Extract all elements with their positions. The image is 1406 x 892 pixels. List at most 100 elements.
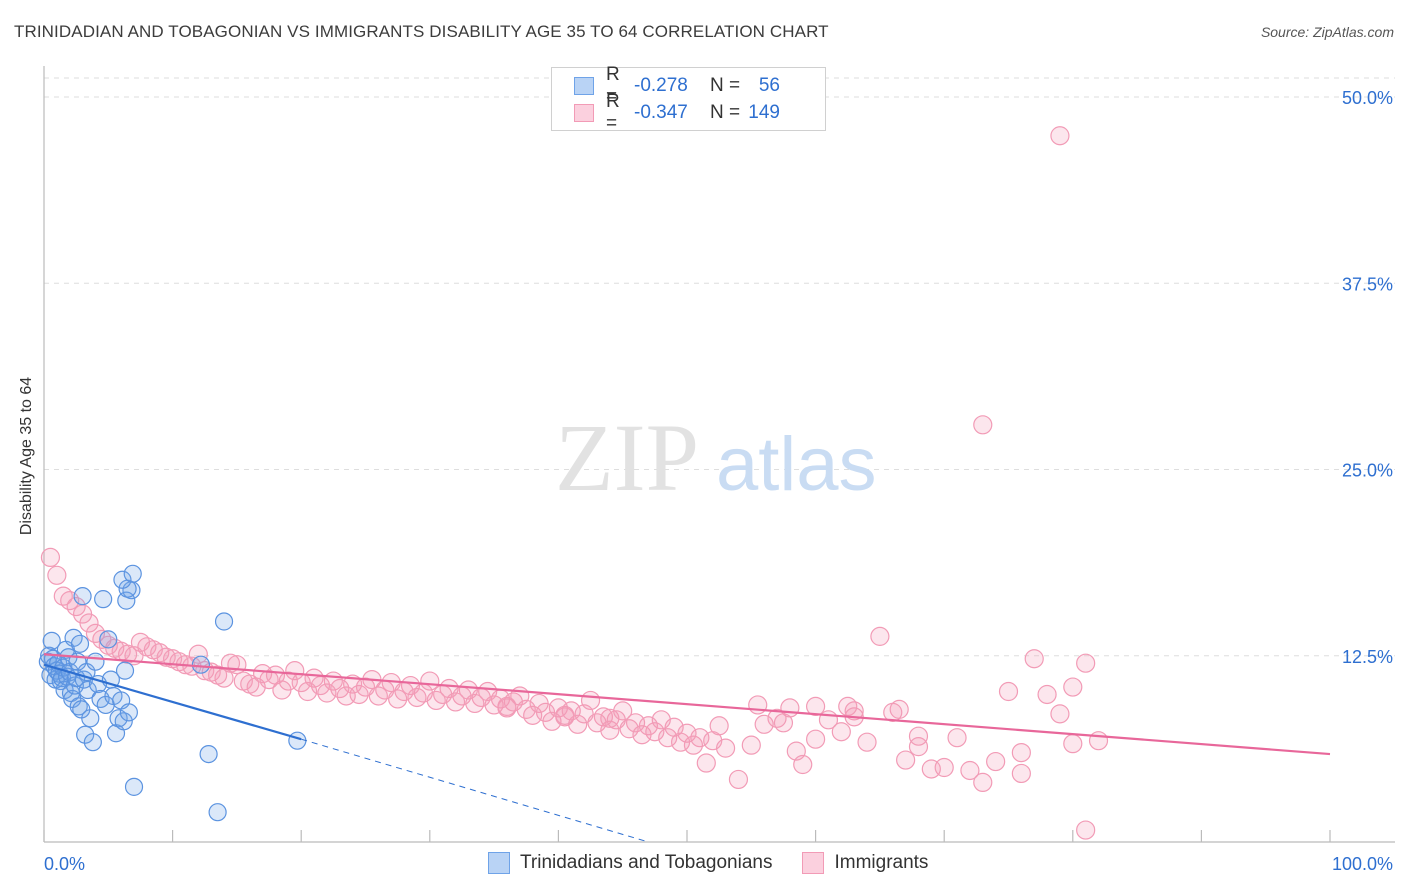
trendlines (43, 653, 1331, 843)
immigrants-point-131 (1063, 734, 1083, 754)
immigrants-point-144 (908, 726, 929, 746)
immigrants-point-18 (156, 647, 176, 667)
x-tick-label-1: 100.0% (1332, 854, 1393, 874)
legend-swatch-pink (802, 852, 825, 874)
legend-r-value: -0.347 (634, 102, 688, 123)
immigrants-point-127 (1011, 763, 1031, 784)
immigrants-point-121 (934, 757, 954, 778)
y-tick-label-1: 25.0% (1342, 461, 1393, 481)
legend-label-trinidadian: Trinidadians and Tobagonians (520, 852, 773, 873)
legend-row-trinidadian: R = -0.278 N = 56 (574, 64, 780, 107)
legend-item-trinidadian: Trinidadians and Tobagonians (488, 852, 772, 874)
legend-n-label: N = (710, 102, 741, 123)
immigrants-point-100 (683, 735, 704, 755)
legend-row-immigrants: R = -0.347 N = 149 (574, 91, 780, 134)
immigrants-point-54 (388, 689, 408, 709)
trinidadian-point-3 (42, 631, 61, 650)
immigrants-point-48 (349, 684, 369, 705)
trinidadian-point-53 (199, 744, 218, 764)
y-tick-label-0: 12.5% (1342, 647, 1393, 667)
immigrants-point-133 (1088, 731, 1109, 751)
legend-r-label: R = (606, 64, 620, 107)
immigrants-point-113 (831, 722, 851, 742)
trinidadian-point-56 (214, 612, 234, 631)
legend-n-value: 149 (748, 102, 780, 123)
watermark: ZIP atlas (555, 404, 877, 511)
immigrants-point-118 (896, 750, 916, 770)
immigrants-point-150 (497, 696, 517, 717)
immigrants-point-123 (960, 760, 980, 781)
stats-legend: R = -0.278 N = 56 R = -0.347 N = 149 (551, 64, 826, 134)
immigrants-point-137 (889, 699, 909, 719)
immigrants-point-115 (857, 732, 877, 752)
trinidadian-point-37 (94, 590, 113, 609)
trinidadian-point-32 (81, 709, 100, 728)
immigrants-point-12 (117, 644, 138, 664)
immigrants-point-111 (805, 729, 826, 749)
immigrants-point-116 (870, 626, 890, 646)
immigrants-point-146 (555, 705, 575, 725)
y-tick-label-2: 37.5% (1342, 274, 1393, 294)
legend-swatch-blue (488, 852, 510, 874)
immigrants-point-45 (330, 678, 350, 699)
immigrants-point-106 (741, 735, 761, 755)
trinidadian-point-39 (99, 630, 118, 649)
trinidadian-point-58 (123, 564, 142, 583)
trinidadian-point-33 (83, 733, 102, 752)
watermark-atlas: atlas (716, 422, 877, 507)
immigrants-point-29 (227, 655, 247, 675)
series-legend: Trinidadians and Tobagonians Immigrants (488, 852, 958, 874)
immigrants-point-145 (1011, 742, 1031, 763)
immigrants-point-132 (1076, 653, 1096, 673)
trinidadian-point-24 (69, 697, 88, 716)
immigrants-point-102 (696, 753, 716, 773)
legend-item-immigrants: Immigrants (802, 852, 928, 874)
immigrants-point-43 (317, 683, 337, 703)
chart-title: TRINIDADIAN AND TOBAGONIAN VS IMMIGRANTS… (14, 22, 829, 41)
watermark-zip: ZIP (555, 404, 699, 511)
immigrants-point-125 (986, 751, 1006, 772)
immigrants-point-128 (1024, 649, 1044, 669)
immigrants-point-141 (1076, 820, 1096, 840)
legend-swatch-pink (574, 104, 594, 122)
trinidadian-point-19 (63, 689, 82, 709)
trinidadian-point-54 (208, 803, 227, 822)
x-tick-label-0: 0.0% (44, 854, 85, 874)
trinidadian-points (38, 564, 307, 822)
trinidadian-point-49 (124, 777, 144, 796)
immigrants-point-136 (838, 696, 858, 717)
legend-n-value: 56 (758, 75, 780, 96)
immigrants-point-147 (600, 708, 620, 728)
legend-swatch-blue (574, 77, 594, 95)
immigrants-point-124 (973, 772, 993, 793)
tick-labels: 12.5% 25.0% 37.5% 50.0% 0.0% 100.0% (44, 88, 1393, 874)
immigrants-point-119 (908, 737, 929, 757)
immigrants-point-126 (998, 681, 1019, 702)
trinidadian-point-27 (73, 587, 92, 606)
legend-r-label: R = (606, 91, 620, 134)
trinidadian-point-43 (109, 709, 128, 728)
trinidadian-point-47 (119, 703, 138, 722)
immigrants-point-6 (79, 613, 99, 633)
trinidadian-trendline-extension (301, 738, 649, 843)
trinidadian-point-57 (113, 570, 132, 589)
immigrants-point-140 (1063, 677, 1083, 697)
trinidadian-point-34 (86, 652, 105, 671)
immigrants-point-122 (947, 728, 967, 748)
legend-label-immigrants: Immigrants (834, 852, 929, 873)
immigrants-point-23 (188, 644, 208, 664)
trinidadian-trendline (43, 663, 302, 741)
legend-n-label: N = (710, 75, 741, 96)
immigrants-point-0 (40, 547, 61, 568)
immigrants-point-139 (1050, 126, 1070, 146)
axes (43, 66, 1395, 843)
trinidadian-point-25 (70, 634, 90, 653)
immigrants-point-104 (715, 738, 736, 758)
y-axis-label: Disability Age 35 to 64 (18, 376, 35, 536)
trinidadian-point-31 (78, 680, 97, 700)
immigrants-point-142 (805, 696, 826, 717)
immigrants-point-59 (420, 671, 440, 691)
source-label: Source: ZipAtlas.com (1260, 24, 1394, 40)
immigrants-trendline (43, 653, 1331, 756)
